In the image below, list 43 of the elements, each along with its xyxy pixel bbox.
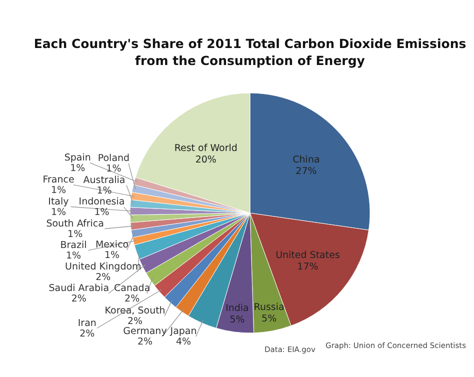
slice-label: Japan xyxy=(169,326,197,338)
data-label: 1% xyxy=(106,163,122,174)
slice-label: Iran xyxy=(78,318,96,329)
slice-label: Australia xyxy=(83,174,126,186)
slice-label: Poland xyxy=(98,152,130,164)
data-label: 1% xyxy=(50,206,66,218)
slice-label: Russia xyxy=(254,302,284,313)
data-label: 5% xyxy=(262,313,277,324)
data-label: 5% xyxy=(230,314,245,326)
data-label: 1% xyxy=(94,207,110,218)
slice-label: United States xyxy=(276,250,340,261)
data-label: 2% xyxy=(71,293,86,304)
slice-label: Korea, South xyxy=(104,305,166,316)
slice-label: Canada xyxy=(114,283,150,294)
chart-title: Each Country's Share of 2011 Total Carbon Dioxide Emissions from the Consumption of Energy xyxy=(34,36,466,68)
slice-label: India xyxy=(226,302,249,314)
slice-label: Brazil xyxy=(60,240,87,251)
slice-label: Spain xyxy=(64,152,91,164)
data-label: 17% xyxy=(297,261,318,272)
slice-label: Mexico xyxy=(95,240,129,251)
slice-label: Saudi Arabia xyxy=(48,282,110,294)
slice-label: Italy xyxy=(48,196,70,208)
slice-label: France xyxy=(42,174,74,186)
data-label: 2% xyxy=(124,294,140,305)
data-label: 1% xyxy=(96,185,112,196)
slice-label: South Africa xyxy=(46,218,104,230)
data-label: 2% xyxy=(80,328,95,340)
data-label: 20% xyxy=(195,154,216,166)
data-label: 2% xyxy=(137,336,153,348)
data-label: 2% xyxy=(128,316,143,327)
slice-label: Germany xyxy=(123,326,168,338)
data-label: 4% xyxy=(176,336,192,348)
data-label: 1% xyxy=(68,228,83,240)
slice-label: United Kingdom xyxy=(65,261,142,272)
data-label: 1% xyxy=(66,250,82,262)
data-label: 27% xyxy=(296,166,317,177)
slice-label: Indonesia xyxy=(78,196,125,208)
data-label: 1% xyxy=(70,162,86,174)
slice-label: Rest of World xyxy=(174,143,238,154)
slice-label: China xyxy=(292,154,320,166)
data-label: 1% xyxy=(104,250,120,262)
data-label: 2% xyxy=(96,272,111,283)
data-label: 1% xyxy=(51,184,66,196)
